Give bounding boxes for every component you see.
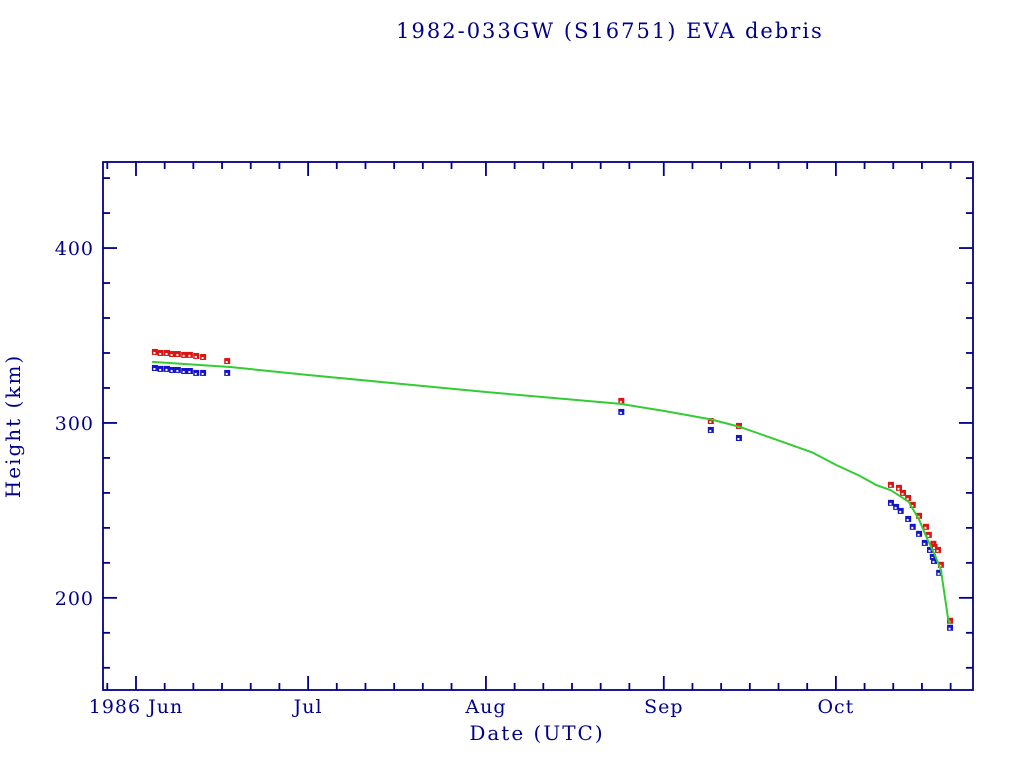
marker-inner-dot <box>932 560 935 563</box>
marker-inner-dot <box>927 534 930 537</box>
marker-inner-dot <box>917 515 920 518</box>
marker-inner-dot <box>928 549 931 552</box>
marker-inner-dot <box>889 484 892 487</box>
marker-inner-dot <box>917 533 920 536</box>
marker-inner-dot <box>165 368 168 371</box>
marker-inner-dot <box>188 370 191 373</box>
y-axis-label: Height (km) <box>1 354 25 498</box>
marker-inner-dot <box>939 564 942 567</box>
marker-inner-dot <box>619 411 622 414</box>
height-tick-label: 200 <box>55 588 94 610</box>
chart-title: 1982-033GW (S16751) EVA debris <box>396 19 824 43</box>
mean-height-line <box>152 360 951 624</box>
marker-inner-dot <box>188 354 191 357</box>
marker-inner-dot <box>153 368 156 371</box>
marker-inner-dot <box>924 526 927 529</box>
marker-inner-dot <box>936 549 939 552</box>
marker-inner-dot <box>906 518 909 521</box>
marker-inner-dot <box>182 370 185 373</box>
marker-inner-dot <box>894 506 897 509</box>
marker-inner-dot <box>182 354 185 357</box>
marker-inner-dot <box>948 627 951 630</box>
marker-inner-dot <box>159 368 162 371</box>
x-axis-label: Date (UTC) <box>469 721 604 745</box>
marker-inner-dot <box>201 357 204 360</box>
marker-inner-dot <box>170 369 173 372</box>
marker-inner-dot <box>194 372 197 375</box>
month-label: Sep <box>644 696 683 718</box>
marker-inner-dot <box>899 510 902 513</box>
marker-inner-dot <box>889 502 892 505</box>
marker-inner-dot <box>165 352 168 355</box>
month-label: 1986 Jun <box>89 696 183 718</box>
marker-inner-dot <box>911 526 914 529</box>
plot-frame <box>102 161 974 691</box>
marker-inner-dot <box>709 421 712 424</box>
month-label: Oct <box>817 696 854 718</box>
marker-inner-dot <box>170 354 173 357</box>
marker-inner-dot <box>931 556 934 559</box>
marker-inner-dot <box>225 361 228 364</box>
marker-inner-dot <box>619 400 622 403</box>
marker-inner-dot <box>901 492 904 495</box>
month-label: Jul <box>292 696 323 718</box>
marker-inner-dot <box>897 487 900 490</box>
marker-inner-dot <box>225 372 228 375</box>
marker-inner-dot <box>906 497 909 500</box>
marker-inner-dot <box>176 369 179 372</box>
marker-inner-dot <box>201 372 204 375</box>
marker-inner-dot <box>194 355 197 358</box>
marker-inner-dot <box>923 542 926 545</box>
plot-area: 1986 Jun Jul Aug Sep Oct 200 300 400 <box>55 161 974 718</box>
marker-inner-dot <box>937 572 940 575</box>
marker-inner-dot <box>153 351 156 354</box>
marker-inner-dot <box>709 429 712 432</box>
marker-inner-dot <box>176 354 179 357</box>
height-tick-label: 300 <box>55 413 94 435</box>
marker-inner-dot <box>911 504 914 507</box>
height-tick-label: 400 <box>55 238 94 260</box>
marker-inner-dot <box>737 437 740 440</box>
month-label: Aug <box>464 696 506 718</box>
marker-inner-dot <box>933 546 936 549</box>
marker-inner-dot <box>159 352 162 355</box>
